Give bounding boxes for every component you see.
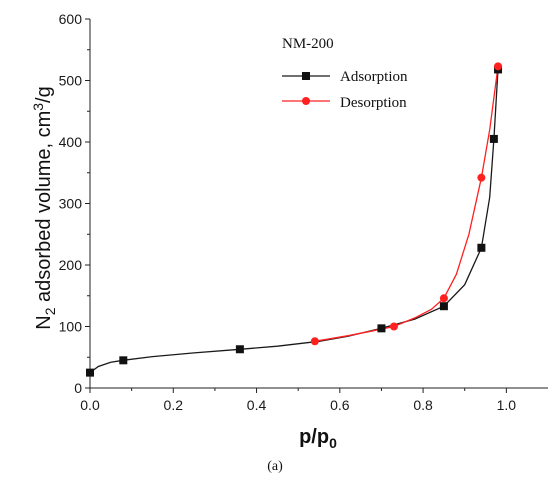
data-point-desorption — [439, 294, 448, 303]
y-axis-title: N2 adsorbed volume, cm3/g — [30, 86, 58, 330]
legend: NM-200 Adsorption Desorption — [282, 36, 408, 111]
legend-marker-desorption — [302, 97, 310, 105]
x-tick-label: 0.2 — [164, 397, 184, 413]
y-tick-label: 500 — [59, 73, 83, 89]
data-point-adsorption — [477, 243, 486, 252]
y-tick-label: 100 — [59, 319, 83, 335]
series-line-adsorption — [89, 69, 499, 374]
y-tick-label: 0 — [74, 380, 82, 396]
x-tick-label: 0.4 — [247, 397, 267, 413]
data-point-desorption — [389, 322, 398, 331]
data-point-adsorption — [377, 324, 386, 333]
figure-caption: (a) — [267, 459, 283, 474]
data-point-desorption — [477, 173, 486, 182]
data-point-adsorption — [489, 134, 498, 143]
x-tick-label: 0.0 — [80, 397, 100, 413]
data-point-adsorption — [439, 302, 448, 311]
x-axis-title: p/p0 — [299, 426, 337, 451]
x-tick-label: 1.0 — [497, 397, 517, 413]
data-point-adsorption — [235, 345, 244, 354]
y-tick-label: 300 — [59, 196, 83, 212]
x-tick-label: 0.6 — [330, 397, 350, 413]
legend-label-adsorption: Adsorption — [340, 69, 408, 85]
series-line-desorption — [314, 66, 499, 342]
data-point-desorption — [494, 62, 503, 71]
data-point-adsorption — [86, 368, 94, 377]
y-tick-label: 600 — [59, 11, 83, 27]
y-tick-label: 400 — [59, 134, 83, 150]
legend-marker-adsorption — [302, 72, 310, 80]
data-point-adsorption — [119, 356, 128, 365]
data-point-desorption — [310, 337, 319, 346]
x-tick-label: 0.8 — [413, 397, 433, 413]
y-tick-label: 200 — [59, 257, 83, 273]
legend-title: NM-200 — [282, 36, 334, 52]
legend-label-desorption: Desorption — [340, 95, 407, 111]
